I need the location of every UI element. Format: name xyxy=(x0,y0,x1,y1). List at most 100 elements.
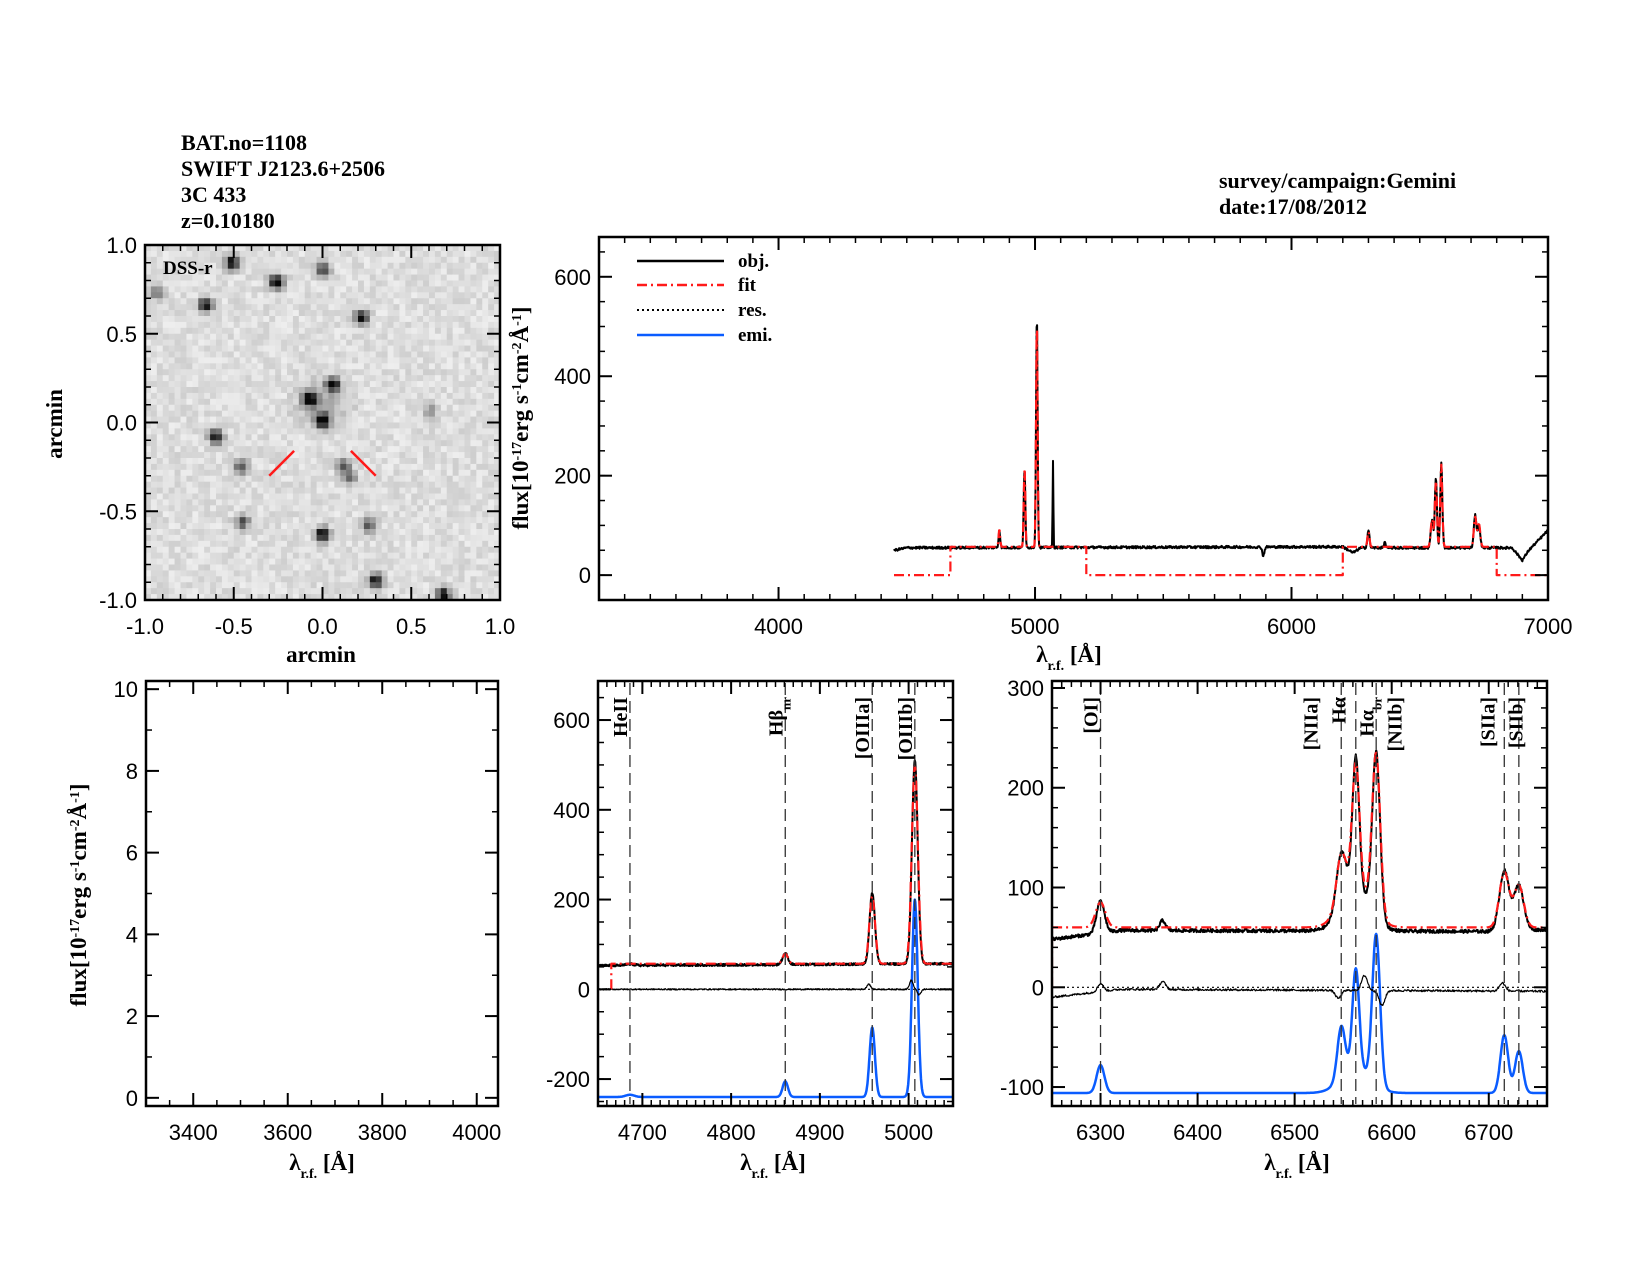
image-pixel xyxy=(304,398,312,406)
image-pixel xyxy=(198,505,205,512)
image-pixel xyxy=(334,434,341,441)
image-pixel xyxy=(334,487,341,494)
image-pixel xyxy=(292,511,300,518)
image-pixel xyxy=(204,345,211,352)
image-pixel xyxy=(417,446,424,453)
image-pixel xyxy=(328,304,335,311)
image-pixel xyxy=(304,493,312,500)
image-pixel xyxy=(411,588,418,595)
image-pixel xyxy=(245,534,252,542)
image-pixel xyxy=(417,387,424,394)
image-pixel xyxy=(216,304,223,311)
image-pixel xyxy=(417,333,424,341)
image-pixel xyxy=(180,404,187,412)
image-pixel xyxy=(310,280,317,287)
image-pixel xyxy=(204,351,211,358)
image-pixel xyxy=(387,392,394,400)
image-pixel xyxy=(470,357,477,364)
image-pixel xyxy=(476,392,483,400)
image-pixel xyxy=(381,564,388,571)
line-label-name: [OI] xyxy=(1081,697,1103,734)
image-pixel xyxy=(316,310,323,317)
image-pixel xyxy=(470,540,477,548)
image-pixel xyxy=(316,280,323,287)
image-pixel xyxy=(251,481,258,488)
image-pixel xyxy=(257,381,264,388)
image-pixel xyxy=(304,582,312,589)
image-pixel xyxy=(192,564,199,571)
bottom-left-y-axis-label-part: -2 xyxy=(68,819,83,831)
image-pixel xyxy=(411,499,418,506)
image-pixel xyxy=(476,469,483,477)
image-pixel xyxy=(292,369,300,376)
image-pixel xyxy=(192,529,199,536)
image-pixel xyxy=(399,481,406,488)
image-pixel xyxy=(251,558,258,565)
image-pixel xyxy=(458,280,465,287)
image-pixel xyxy=(328,463,335,471)
y-tick-label: 6 xyxy=(126,841,138,866)
image-pixel xyxy=(251,469,258,477)
image-pixel xyxy=(346,505,353,512)
image-pixel xyxy=(476,534,483,542)
plot-frame xyxy=(144,679,500,1108)
image-pixel xyxy=(494,440,501,447)
image-pixel xyxy=(464,310,471,317)
image-pixel xyxy=(168,339,175,346)
image-pixel xyxy=(429,256,436,264)
image-pixel xyxy=(358,416,365,423)
image-pixel xyxy=(245,487,252,494)
image-pixel xyxy=(287,381,294,388)
image-pixel xyxy=(233,540,241,548)
image-pixel xyxy=(488,487,495,494)
image-pixel xyxy=(174,262,181,270)
image-pixel xyxy=(245,540,252,548)
image-pixel xyxy=(352,274,359,281)
image-pixel xyxy=(434,440,442,447)
image-pixel xyxy=(168,286,175,293)
line-label: HeII xyxy=(610,697,632,737)
image-pixel xyxy=(381,481,388,488)
image-pixel xyxy=(204,499,211,506)
image-pixel xyxy=(216,321,223,329)
image-pixel xyxy=(369,351,377,358)
image-pixel xyxy=(458,481,465,488)
image-pixel xyxy=(180,534,187,542)
image-pixel xyxy=(251,428,258,435)
image-pixel xyxy=(488,582,495,589)
image-pixel xyxy=(316,493,323,500)
image-pixel xyxy=(192,256,199,264)
image-pixel xyxy=(328,345,335,352)
image-pixel xyxy=(476,487,483,494)
image-pixel xyxy=(334,410,341,417)
image-pixel xyxy=(310,588,317,595)
image-pixel xyxy=(275,298,282,305)
image-pixel xyxy=(180,564,187,571)
image-pixel xyxy=(434,582,442,589)
image-pixel xyxy=(328,546,335,554)
x-tick-label: 0.0 xyxy=(307,614,338,639)
image-pixel xyxy=(298,404,306,412)
image-pixel xyxy=(257,345,264,352)
image-pixel xyxy=(145,327,152,335)
image-pixel xyxy=(269,351,276,358)
image-pixel xyxy=(310,339,317,346)
x-tick-label: 5000 xyxy=(1011,614,1060,639)
image-pixel xyxy=(198,523,205,530)
image-pixel xyxy=(464,582,471,589)
image-pixel xyxy=(381,292,388,299)
image-pixel xyxy=(358,268,365,275)
image-pixel xyxy=(150,552,158,559)
image-pixel xyxy=(411,316,418,323)
top-x-axis-label-part: [Å] xyxy=(1064,642,1102,667)
image-pixel xyxy=(494,333,501,341)
image-pixel xyxy=(174,458,181,465)
image-pixel xyxy=(233,594,241,601)
image-pixel xyxy=(363,517,371,524)
image-pixel xyxy=(304,558,312,565)
image-pixel xyxy=(192,517,199,524)
image-pixel xyxy=(399,540,406,548)
image-pixel xyxy=(488,398,495,406)
image-pixel xyxy=(464,499,471,506)
image-pixel xyxy=(440,262,448,270)
